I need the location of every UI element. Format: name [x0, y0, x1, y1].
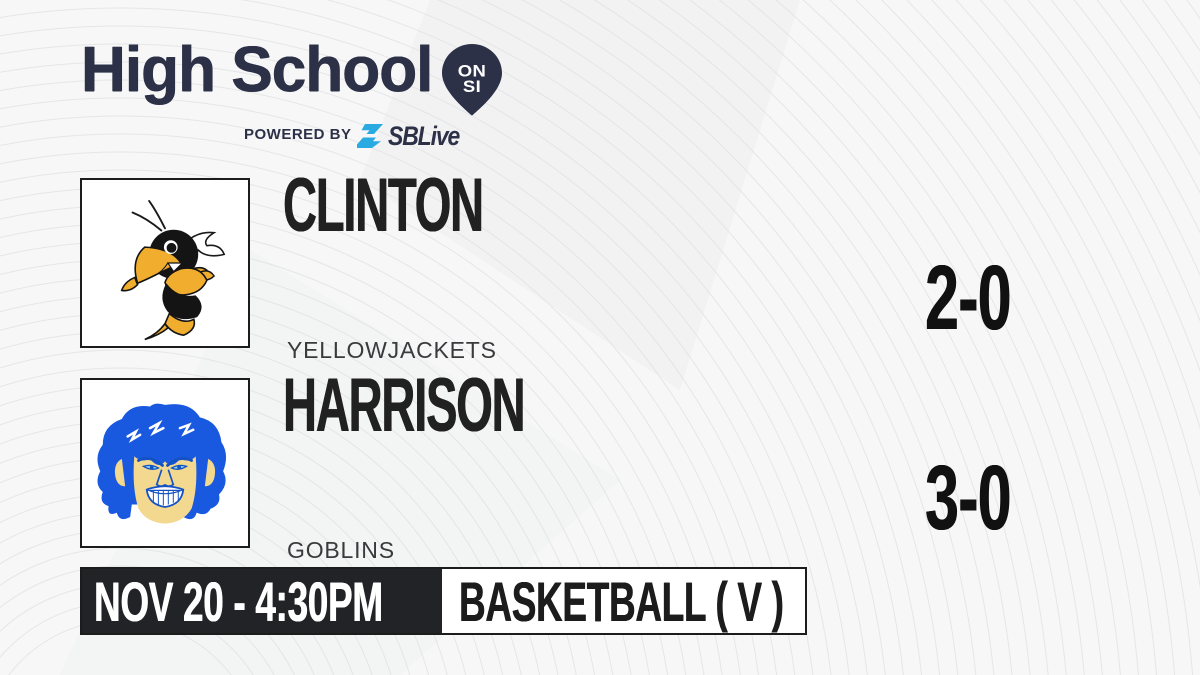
- svg-text:SI: SI: [463, 77, 481, 96]
